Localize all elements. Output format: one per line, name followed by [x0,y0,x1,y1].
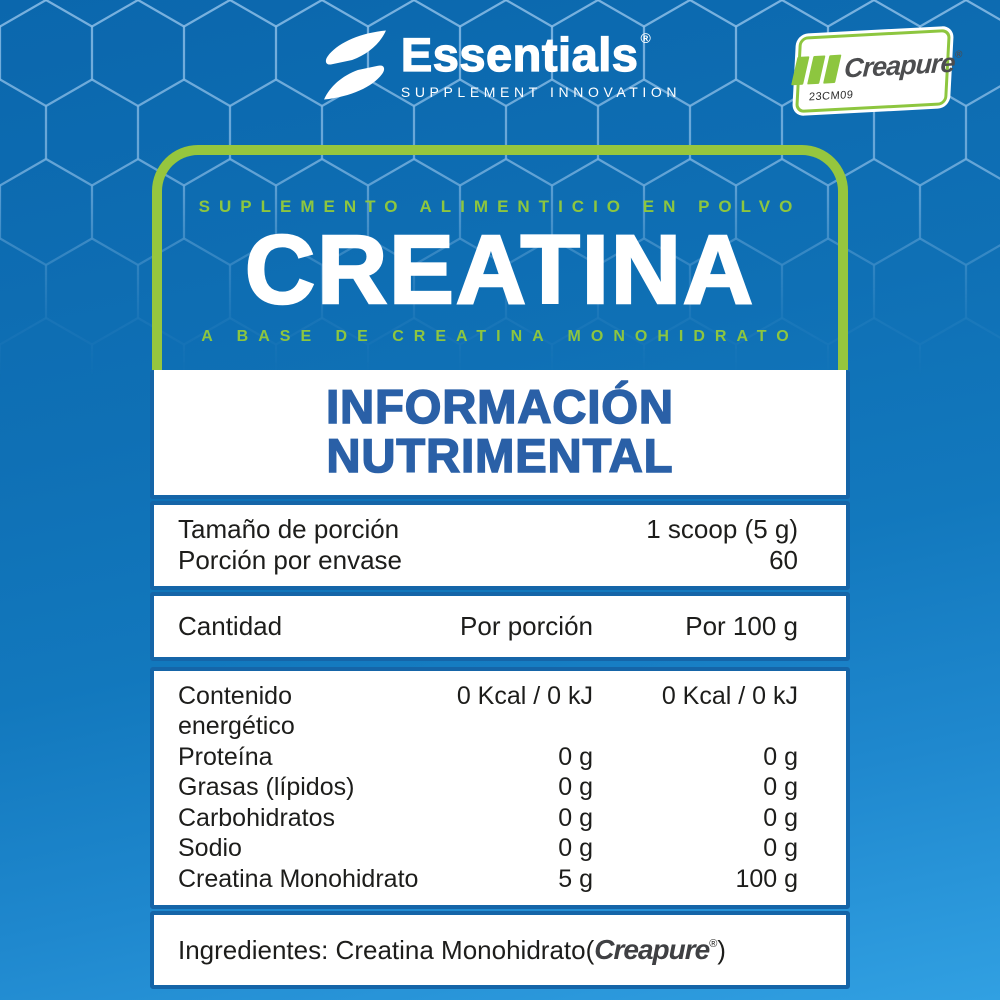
column-header-per-100g: Por 100 g [685,610,798,641]
essentials-logo: Essentials ® SUPPLEMENT INNOVATION [180,28,820,102]
serving-size-row: Tamaño de porción 1 scoop (5 g) [178,514,798,545]
creapure-badge: Creapure® 23CM09 [791,25,962,117]
table-row: Contenido energético 0 Kcal / 0 kJ 0 Kca… [178,681,798,742]
per-serving-value: 0 g [558,773,593,802]
ingredients-text-close: ) [717,935,726,966]
product-header: SUPLEMENTO ALIMENTICIO EN POLVO CREATINA… [152,145,848,370]
per-100g-value: 0 g [763,803,798,832]
nutrient-label: Creatina Monohidrato [178,864,419,893]
serving-size-value: 1 scoop (5 g) [646,513,798,544]
nutrition-panel: INFORMACIÓN NUTRIMENTAL Tamaño de porció… [150,370,850,990]
creapure-badge-name: Creapure® [843,47,962,84]
column-header-amount: Cantidad [178,610,283,641]
creapure-inline-logo: Creapure [594,934,710,966]
table-row: Sodio 0 g 0 g [178,833,798,864]
table-row: Carbohidratos 0 g 0 g [178,803,798,834]
servings-per-container-value: 60 [769,544,798,575]
column-header-per-serving: Por porción [460,610,593,641]
nutrient-label: Sodio [178,834,242,863]
brand-bar: Essentials ® SUPPLEMENT INNOVATION Creapu… [0,0,1000,140]
creapure-batch-code: 23CM09 [808,89,854,104]
servings-per-container-label: Porción por envase [178,544,403,575]
nutrition-facts-title: INFORMACIÓN NUTRIMENTAL [150,370,850,499]
table-row: Proteína 0 g 0 g [178,742,798,773]
serving-size-label: Tamaño de porción [178,513,400,544]
per-serving-value: 0 g [558,834,593,863]
ingredients-card: Ingredientes: Creatina Monohidrato(Creap… [150,911,850,990]
per-100g-value: 0 Kcal / 0 kJ [661,681,798,710]
ingredients-text: Ingredientes: Creatina Monohidrato( [178,935,595,966]
registered-mark: ® [954,48,962,61]
registered-mark: ® [640,29,652,46]
creapure-bars-icon [791,54,842,86]
table-row: Grasas (lípidos) 0 g 0 g [178,772,798,803]
nutrient-label: Grasas (lípidos) [178,773,355,802]
table-header-card: Cantidad Por porción Por 100 g [150,591,850,661]
title-line-2: NUTRIMENTAL [326,429,674,483]
per-serving-value: 0 g [558,742,593,771]
servings-per-container-row: Porción por envase 60 [178,545,798,576]
serving-info-card: Tamaño de porción 1 scoop (5 g) Porción … [150,500,850,590]
table-row: Creatina Monohidrato 5 g 100 g [178,864,798,895]
per-serving-value: 5 g [558,864,593,893]
title-line-1: INFORMACIÓN [325,380,674,433]
brand-name: Essentials ® [400,27,681,81]
product-category: SUPLEMENTO ALIMENTICIO EN POLVO [198,197,802,216]
nutrient-label: Contenido energético [178,681,295,741]
per-100g-value: 0 g [763,742,798,771]
brand-name-text: Essentials [400,27,639,81]
nutrient-label: Proteína [178,742,273,771]
essentials-s-icon [323,30,386,100]
per-serving-value: 0 g [558,803,593,832]
nutrition-table-card: Contenido energético 0 Kcal / 0 kJ 0 Kca… [150,666,850,910]
per-serving-value: 0 Kcal / 0 kJ [456,681,593,710]
registered-mark: ® [709,938,718,951]
nutrient-label: Carbohidratos [178,803,336,832]
brand-tagline: SUPPLEMENT INNOVATION [400,83,682,100]
per-100g-value: 0 g [763,773,798,802]
product-name: CREATINA [244,215,755,324]
product-subtitle: A BASE DE CREATINA MONOHIDRATO [201,327,799,345]
per-100g-value: 100 g [735,864,798,893]
per-100g-value: 0 g [763,834,798,863]
